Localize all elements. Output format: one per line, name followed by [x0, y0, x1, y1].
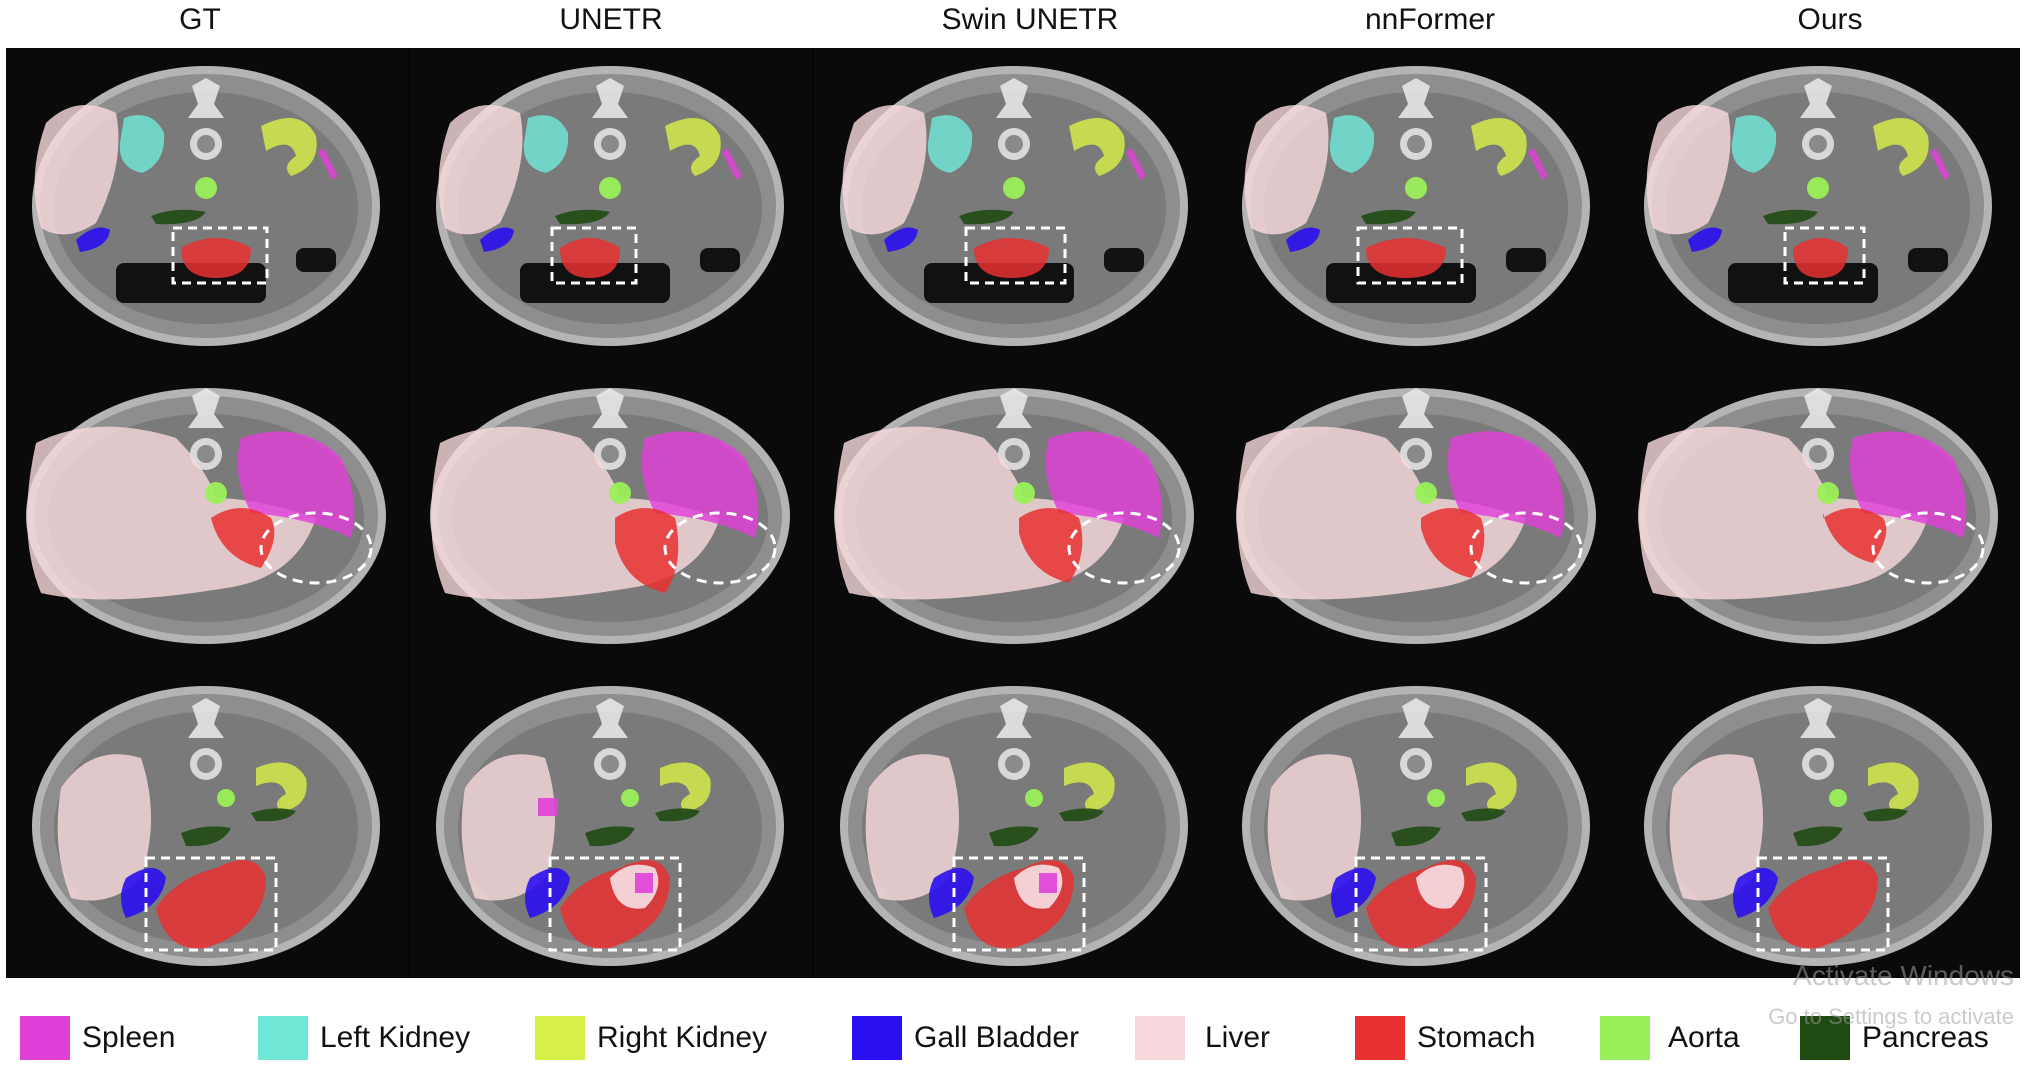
ct-panel-row2-nnformer — [1216, 358, 1618, 668]
column-title-nnformer: nnFormer — [1364, 3, 1496, 36]
ct-panel-row3-nnformer — [1216, 668, 1618, 978]
ct-panel-row2-gt — [6, 358, 408, 668]
legend: Spleen Left Kidney Right Kidney Gall Bla… — [0, 1012, 2026, 1066]
watermark-line-2: Go to Settings to activate — [1768, 1004, 2014, 1029]
legend-swatch-gall-bladder — [852, 1016, 902, 1060]
ct-panel-row1-nnformer — [1216, 48, 1618, 358]
legend-label-right-kidney: Right Kidney — [597, 1021, 768, 1054]
legend-swatch-left-kidney — [258, 1016, 308, 1060]
ct-panel-row1-gt — [6, 48, 408, 358]
ct-panel-row1-ours — [1618, 48, 2020, 358]
ct-panel-row2-unetr — [410, 358, 812, 668]
legend-swatch-spleen — [20, 1016, 70, 1060]
legend-label-spleen: Spleen — [82, 1021, 176, 1054]
legend-swatch-pancreas — [1800, 1016, 1850, 1060]
segmentation-comparison-grid — [6, 48, 2020, 978]
ct-panel-row2-swin-unetr — [814, 358, 1216, 668]
column-title-swin-unetr: Swin UNETR — [941, 3, 1119, 36]
ct-panel-row3-ours — [1618, 668, 2020, 978]
column-title-ours: Ours — [1797, 3, 1863, 36]
legend-swatch-stomach — [1355, 1016, 1405, 1060]
legend-label-gall-bladder: Gall Bladder — [914, 1021, 1080, 1054]
legend-swatch-right-kidney — [535, 1016, 585, 1060]
ct-panel-row3-unetr — [410, 668, 812, 978]
column-title-unetr: UNETR — [559, 3, 663, 36]
ct-panel-row1-unetr — [410, 48, 812, 358]
ct-panel-row3-swin-unetr — [814, 668, 1216, 978]
column-title-gt: GT — [179, 3, 221, 36]
legend-label-liver: Liver — [1205, 1021, 1271, 1054]
ct-panel-row3-gt — [6, 668, 408, 978]
watermark-line-1: Activate Windows — [1793, 960, 2014, 991]
legend-swatch-aorta — [1600, 1016, 1650, 1060]
ct-panel-row2-ours — [1618, 358, 2020, 668]
legend-label-aorta: Aorta — [1668, 1021, 1740, 1054]
legend-label-left-kidney: Left Kidney — [320, 1021, 471, 1054]
ct-panel-row1-swin-unetr — [814, 48, 1216, 358]
legend-swatch-liver — [1135, 1016, 1185, 1060]
legend-label-stomach: Stomach — [1417, 1021, 1536, 1054]
legend-label-pancreas: Pancreas — [1862, 1021, 1989, 1054]
